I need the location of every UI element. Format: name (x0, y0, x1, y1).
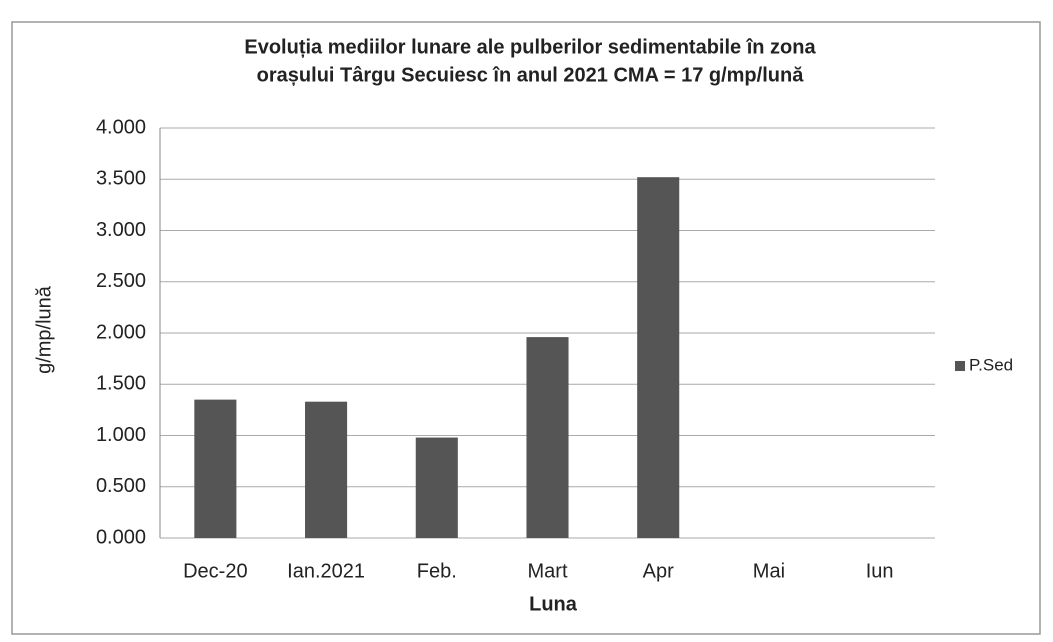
bar (194, 399, 237, 538)
x-tick-label: Apr (643, 560, 674, 582)
x-tick-label: Mart (528, 560, 568, 582)
chart-title: Evoluția mediilor lunare ale pulberilor … (244, 36, 816, 58)
x-axis-title: Luna (529, 593, 578, 615)
y-tick-label: 2.000 (96, 321, 146, 343)
bar (415, 437, 458, 538)
y-axis-title: g/mp/lună (33, 285, 55, 374)
bar (637, 177, 680, 538)
y-tick-label: 0.500 (96, 475, 146, 497)
legend-label: P.Sed (969, 355, 1013, 374)
y-tick-label: 4.000 (96, 116, 146, 138)
x-tick-label: Iun (866, 560, 894, 582)
legend-swatch (955, 361, 965, 371)
bar (526, 337, 569, 538)
x-tick-label: Mai (753, 560, 785, 582)
y-tick-label: 0.000 (96, 526, 146, 548)
y-tick-label: 1.000 (96, 424, 146, 446)
chart-title: orașului Târgu Secuiesc în anul 2021 CMA… (257, 64, 805, 86)
x-tick-label: Ian.2021 (287, 560, 365, 582)
x-tick-label: Feb. (417, 560, 457, 582)
y-tick-label: 2.500 (96, 270, 146, 292)
bar (305, 401, 348, 538)
y-tick-label: 3.500 (96, 168, 146, 190)
x-tick-label: Dec-20 (183, 560, 247, 582)
y-tick-label: 1.500 (96, 373, 146, 395)
chart-border (11, 21, 1041, 635)
y-tick-label: 3.000 (96, 219, 146, 241)
